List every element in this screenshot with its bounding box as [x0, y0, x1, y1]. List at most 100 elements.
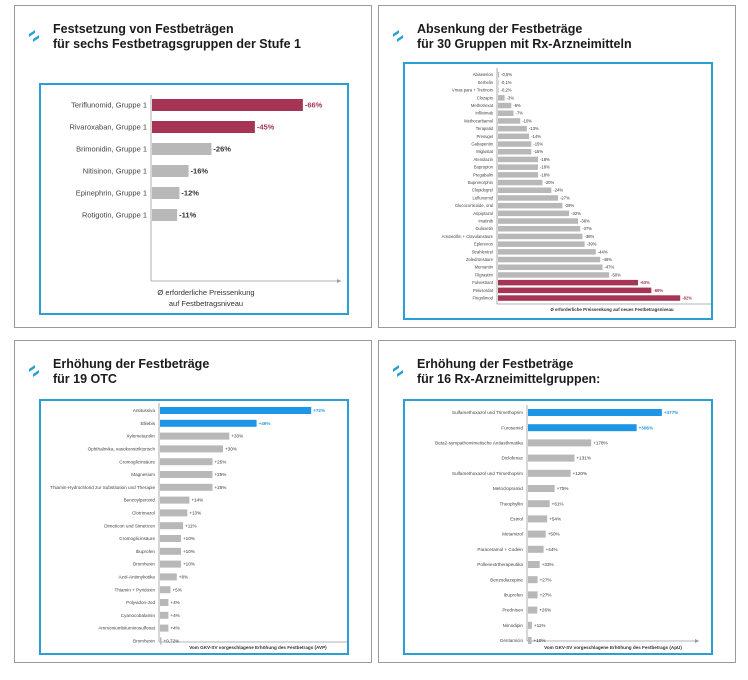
category-label: Pregabalin	[473, 172, 494, 177]
value-label: -15%	[533, 149, 543, 154]
category-label: Fulvestrant	[472, 280, 494, 285]
bar	[498, 226, 581, 232]
bar	[498, 202, 563, 209]
category-label: Magnesium	[131, 472, 155, 477]
bar	[152, 165, 189, 177]
x-axis-arrow	[337, 279, 341, 283]
value-label: +4%	[170, 613, 179, 618]
bar	[152, 121, 255, 133]
bar	[152, 187, 180, 199]
x-axis-label: Ø erforderliche Preissenkung	[157, 288, 254, 297]
value-label: -0,2%	[501, 88, 512, 93]
category-label: Polyvidon-Jod	[126, 600, 155, 605]
value-label: -46%	[602, 257, 612, 262]
category-label: Leflunomid	[473, 195, 494, 200]
category-label: Memantin	[475, 265, 494, 270]
bar	[498, 195, 558, 201]
category-label: Infliximab	[475, 111, 493, 116]
bar	[160, 586, 171, 594]
bar	[498, 256, 601, 263]
value-label: -18%	[540, 165, 550, 170]
value-label: -26%	[213, 145, 231, 154]
bar	[528, 485, 555, 492]
category-label: Sulfamethoxazol und Trimethoprim	[452, 410, 523, 415]
bar	[498, 172, 538, 178]
category-label: Dimeticon und Simeticon	[104, 523, 155, 528]
value-label: +46%	[259, 421, 271, 426]
bar	[528, 591, 538, 599]
category-label: Strahlentrel	[472, 249, 493, 254]
category-label: Terapatid	[476, 126, 494, 131]
category-label: Miglustat	[476, 149, 494, 154]
panel-title: Erhöhung der Festbeträge für 16 Rx-Arzne…	[417, 357, 600, 387]
category-label: Ibuprofen	[136, 549, 156, 554]
value-label: +5%	[173, 587, 182, 592]
value-label: -24%	[553, 188, 563, 193]
value-label: -18%	[540, 172, 550, 177]
bar	[498, 187, 552, 193]
value-label: +33%	[231, 434, 243, 439]
bar	[498, 233, 583, 240]
bar	[160, 458, 213, 466]
value-label: +10%	[183, 549, 195, 554]
value-label: +75%	[557, 486, 569, 491]
value-label: +4%	[170, 600, 179, 605]
value-label: +61%	[552, 501, 564, 506]
bar	[498, 141, 532, 147]
value-label: +377%	[664, 410, 678, 415]
bar	[160, 547, 181, 555]
category-label: Sulfamethoxazol und Trimethoprim	[452, 471, 523, 476]
category-label: Methocarbamol	[464, 118, 493, 123]
value-label: +10%	[183, 536, 195, 541]
bar	[498, 249, 596, 255]
category-label: Clotrimazol	[132, 511, 155, 516]
bar	[498, 110, 514, 116]
category-label: Ophthalmika, vasokonstriktorisch	[88, 447, 156, 452]
bar	[160, 471, 213, 478]
category-label: Abiraterion	[473, 72, 494, 77]
value-label: +26%	[539, 608, 551, 613]
value-label: +120%	[573, 471, 587, 476]
bar	[160, 445, 223, 453]
bar	[498, 241, 585, 247]
value-label: +178%	[593, 441, 607, 446]
value-label: -7%	[516, 111, 524, 116]
panel-title: Absenkung der Festbeträge für 30 Gruppen…	[417, 22, 632, 52]
bar	[152, 209, 178, 221]
category-label: Clopidogrel	[472, 188, 493, 193]
value-label: +10%	[534, 638, 546, 643]
bar	[498, 279, 638, 286]
bar	[160, 560, 181, 568]
chart-absenkung: Abiraterion -0,5% Serhelin -0,1% Vmas para +…	[442, 68, 711, 312]
category-label: Eplerenon	[474, 242, 494, 247]
bar	[528, 530, 546, 538]
bar	[160, 611, 169, 619]
category-label: Benzoylperoxid	[124, 498, 156, 503]
category-label: Filgrastim	[475, 272, 494, 277]
title-line-2: für 30 Gruppen mit Rx-Arzneimitteln	[417, 37, 632, 51]
value-label: -63%	[640, 280, 650, 285]
value-label: +10%	[183, 562, 195, 567]
logo-icon	[29, 365, 39, 377]
chart-frame: Sulfamethoxazol und Trimethoprim +377% Fur…	[403, 399, 713, 655]
value-label: +11%	[185, 523, 197, 528]
value-label: -36%	[580, 219, 590, 224]
bar	[498, 164, 538, 170]
chart-frame: Abiraterion -0,5% Serhelin -0,1% Vmas para +…	[403, 62, 713, 320]
bar	[160, 509, 188, 517]
panel-festsetzung: Festsetzung von Festbeträgen für sechs F…	[14, 5, 372, 328]
title-line-1: Absenkung der Festbeträge	[417, 22, 583, 36]
bar	[160, 432, 230, 440]
value-label: -37%	[582, 226, 592, 231]
category-label: Buprenorphin	[468, 180, 494, 185]
value-label: -50%	[611, 272, 621, 277]
category-label: Prednison	[502, 608, 523, 613]
value-label: +25%	[215, 459, 227, 464]
value-label: +14%	[191, 498, 203, 503]
category-label: Vmas para + Tretinoin	[452, 88, 494, 93]
category-label: Imatinib	[478, 219, 493, 224]
value-label: +8%	[179, 575, 188, 580]
value-label: -44%	[598, 249, 608, 254]
bar	[528, 500, 550, 508]
value-label: +25%	[215, 472, 227, 477]
